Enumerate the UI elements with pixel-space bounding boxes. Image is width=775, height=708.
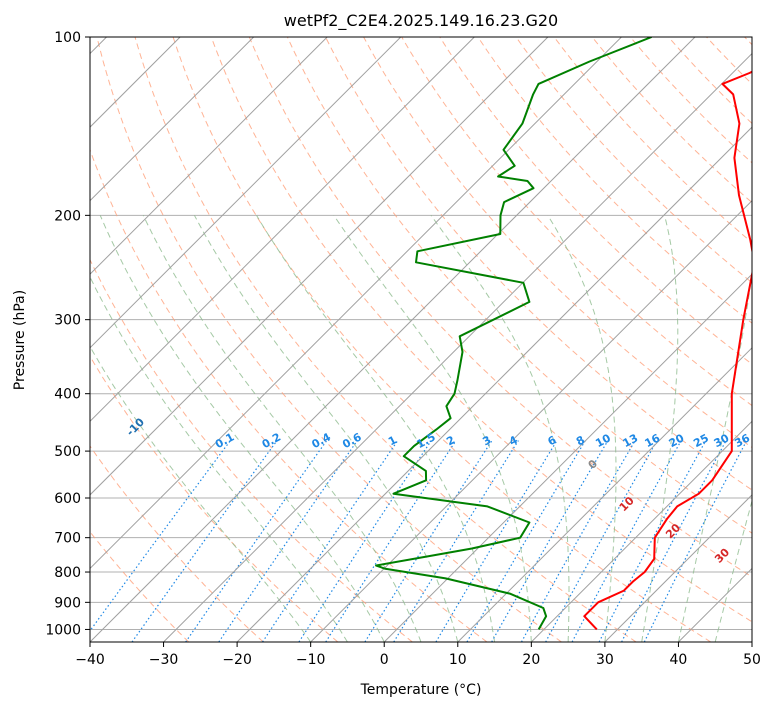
dry-adiabat-line bbox=[210, 37, 752, 623]
y-tick-label: 700 bbox=[54, 531, 81, 547]
moist-adiabat-line bbox=[90, 345, 312, 642]
y-tick-label: 400 bbox=[54, 387, 81, 403]
moist-adiabat-line bbox=[677, 270, 752, 642]
dry-adiabat-line bbox=[248, 37, 752, 578]
mixing-ratio-line bbox=[185, 440, 328, 642]
isotherm-line bbox=[457, 347, 752, 642]
chart-title: wetPf2_C2E4.2025.149.16.23.G20 bbox=[284, 11, 558, 31]
isotherm-line bbox=[604, 494, 752, 642]
y-tick-label: 500 bbox=[54, 444, 81, 460]
mixing-ratio-label: 20 bbox=[667, 431, 687, 450]
skewed-isotherms bbox=[90, 37, 752, 642]
mixing-ratio-line bbox=[466, 440, 586, 642]
mixing-ratio-line bbox=[90, 440, 231, 632]
x-tick-label: 10 bbox=[449, 652, 467, 668]
x-axis-label: Temperature (°C) bbox=[360, 682, 482, 698]
y-tick-label: 900 bbox=[54, 595, 81, 611]
x-tick-label: 40 bbox=[670, 652, 688, 668]
dry-adiabat-line bbox=[134, 37, 637, 642]
mixing-ratio-line bbox=[520, 440, 636, 642]
isotherm-line bbox=[90, 37, 622, 570]
x-tick-label: −40 bbox=[75, 652, 105, 668]
isotherm-line bbox=[163, 52, 752, 642]
isotherm-line bbox=[310, 199, 752, 642]
plot-frame bbox=[89, 36, 753, 643]
y-axis-ticks: 100 200 300 400 500 600 700 800 900 1000 bbox=[45, 30, 90, 638]
y-tick-label: 800 bbox=[54, 565, 81, 581]
moist-adiabat-line bbox=[193, 215, 459, 642]
moist-adiabat-line bbox=[142, 215, 422, 642]
x-tick-label: 0 bbox=[380, 652, 389, 668]
mixing-ratio-line bbox=[435, 440, 558, 642]
mixing-ratio-label: 30 bbox=[712, 431, 732, 450]
x-tick-label: 30 bbox=[596, 652, 614, 668]
mixing-ratio-label: 25 bbox=[691, 431, 711, 450]
y-tick-label: 600 bbox=[54, 491, 81, 507]
mixing-ratio-label: 13 bbox=[621, 431, 641, 450]
y-axis-label: Pressure (hPa) bbox=[12, 290, 28, 390]
x-tick-label: −10 bbox=[296, 652, 326, 668]
x-tick-label: 20 bbox=[522, 652, 540, 668]
x-axis-ticks: −40 −30 −20 −10 0 10 20 30 40 50 bbox=[75, 642, 761, 668]
dry-adiabat-line bbox=[172, 37, 712, 642]
isotherm-line bbox=[383, 273, 752, 642]
dry-adiabat-line bbox=[325, 37, 752, 491]
sounding-profiles bbox=[375, 37, 752, 631]
mixing-ratio-line bbox=[364, 440, 493, 642]
x-tick-label: 50 bbox=[743, 652, 761, 668]
moist-adiabat-line bbox=[333, 215, 532, 642]
plot-area: 0.10.20.40.611.52346810131620253036-100-… bbox=[90, 37, 752, 642]
dry-adiabat-line bbox=[90, 258, 413, 642]
mixing-ratio-label: 36 bbox=[732, 431, 752, 450]
dry-adiabat-line bbox=[90, 355, 339, 642]
isotherm-line bbox=[90, 37, 255, 202]
isotherm-line bbox=[90, 37, 328, 275]
moist-adiabat-line bbox=[547, 215, 617, 642]
isotherm-line bbox=[236, 126, 752, 642]
mixing-ratio-label: 16 bbox=[643, 431, 663, 450]
dry-adiabats bbox=[90, 37, 752, 642]
moist-adiabat-line bbox=[99, 215, 385, 642]
isotherm-line bbox=[530, 420, 752, 642]
x-tick-label: −30 bbox=[149, 652, 179, 668]
mixing-ratio-label: 10 bbox=[593, 431, 613, 450]
mixing-ratio-line bbox=[325, 440, 457, 642]
isotherm-line bbox=[90, 37, 402, 349]
y-tick-label: 100 bbox=[54, 30, 81, 46]
mixing-ratio-line bbox=[218, 440, 358, 642]
mixing-ratio-line bbox=[643, 440, 748, 642]
moist-adiabat-line bbox=[430, 215, 570, 642]
dry-adiabat-line bbox=[286, 37, 752, 534]
y-tick-label: 300 bbox=[54, 313, 81, 329]
mixing-ratio-line bbox=[545, 440, 658, 642]
isotherm-line bbox=[90, 37, 549, 496]
isotherm-line bbox=[90, 37, 696, 642]
y-tick-label: 1000 bbox=[45, 622, 81, 638]
moist-adiabat-line bbox=[641, 215, 679, 642]
mixing-ratio-line bbox=[298, 440, 432, 642]
isotherm-line bbox=[90, 37, 475, 423]
mixing-ratio-line bbox=[262, 440, 399, 642]
temperature-profile-line bbox=[583, 70, 752, 631]
dry-adiabat-line bbox=[96, 37, 562, 642]
y-tick-label: 200 bbox=[54, 208, 81, 224]
dry-adiabat-line bbox=[90, 445, 264, 642]
mixing-ratio-line bbox=[571, 440, 682, 642]
x-tick-label: −20 bbox=[222, 652, 252, 668]
dewpoint-profile-line bbox=[375, 37, 652, 630]
mixing-ratio-line bbox=[131, 440, 278, 642]
